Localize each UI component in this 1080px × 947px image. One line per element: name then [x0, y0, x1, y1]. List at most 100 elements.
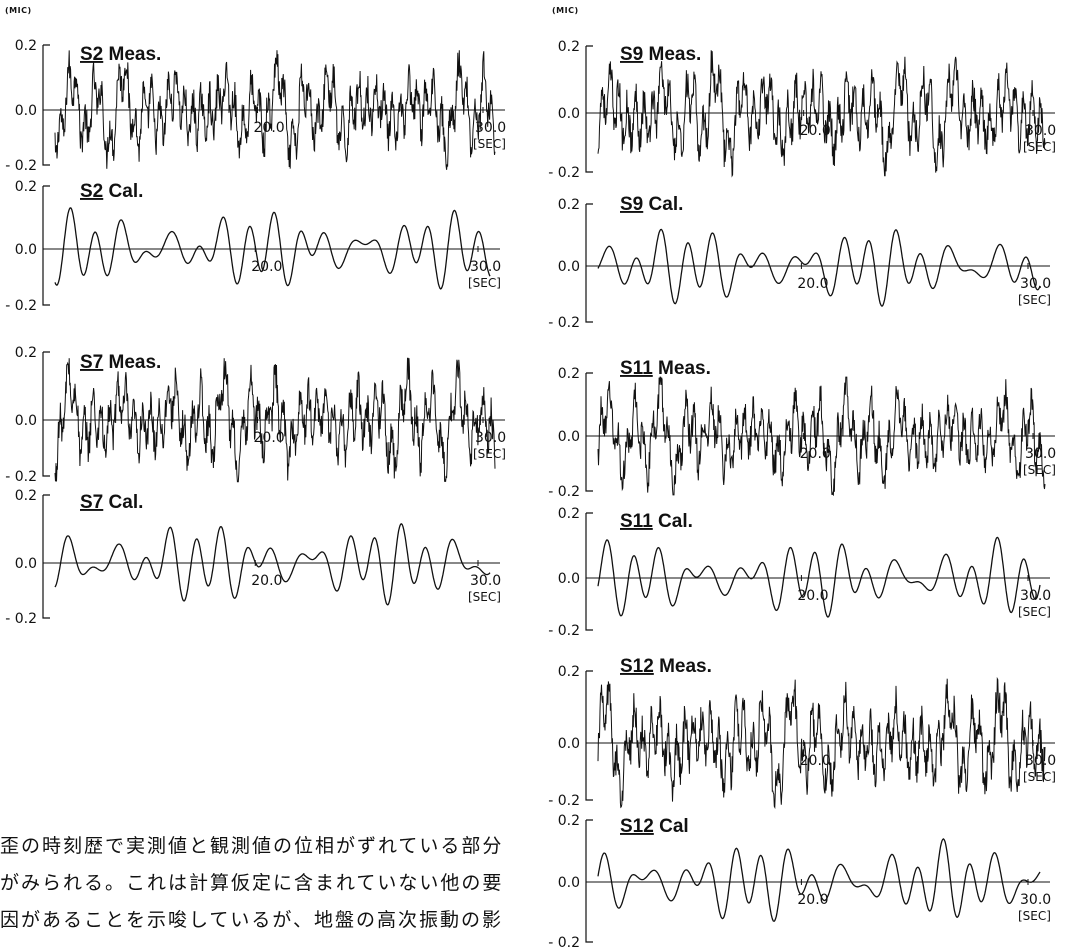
y-axis [586, 46, 593, 172]
panel-title: S11 Meas. [620, 358, 711, 379]
waveform-trace [598, 230, 1040, 307]
panel-s12-cal: S12 Cal [586, 816, 1050, 942]
kind-label: Cal. [103, 492, 143, 513]
x-tick-label: 30.0 [1025, 123, 1056, 139]
station-label: S11 [620, 511, 653, 532]
x-tick-label: 20.0 [251, 259, 282, 275]
x-tick-label: 20.0 [800, 446, 831, 462]
y-tick-label: - 0.2 [5, 469, 37, 485]
panel-title: S12 Meas. [620, 656, 712, 677]
station-label: S7 [80, 492, 103, 513]
kind-label: Cal [654, 816, 689, 837]
panel-title: S2 Cal. [80, 181, 143, 202]
y-tick-label: - 0.2 [5, 158, 37, 174]
kind-label: Cal. [103, 181, 143, 202]
x-tick-label: 20.0 [797, 892, 828, 908]
y-tick-label: 0.0 [558, 875, 580, 891]
x-unit-label: [SEC] [1023, 770, 1056, 784]
y-tick-label: 0.2 [15, 179, 37, 195]
station-label: S2 [80, 44, 103, 65]
panel-s9-meas: S9 Meas. [586, 44, 1055, 176]
y-tick-label: 0.0 [15, 413, 37, 429]
waveform-trace [598, 839, 1040, 921]
panel-title: S12 Cal [620, 816, 689, 837]
panel-title: S9 Meas. [620, 44, 701, 65]
x-tick-label: 30.0 [1020, 588, 1051, 604]
x-tick-label: 20.0 [254, 430, 285, 446]
kind-label: Cal. [643, 194, 683, 215]
station-label: S7 [80, 352, 103, 373]
panel-title: S11 Cal. [620, 511, 693, 532]
panel-s7-meas: S7 Meas. [43, 352, 505, 482]
x-tick-label: 20.0 [254, 120, 285, 136]
kind-label: Meas. [103, 44, 161, 65]
panel-s7-cal: S7 Cal. [43, 492, 500, 618]
station-label: S12 [620, 816, 654, 837]
caption-line-2: がみられる。これは計算仮定に含まれていない他の要 [0, 865, 545, 902]
caption-line-3: 因があることを示唆しているが、地盤の高次振動の影 [0, 902, 545, 939]
x-tick-label: 30.0 [475, 430, 506, 446]
y-axis [43, 186, 50, 305]
x-tick-label: 30.0 [1025, 753, 1056, 769]
panel-s11-meas: S11 Meas. [586, 358, 1055, 495]
y-tick-label: 0.2 [15, 488, 37, 504]
station-label: S2 [80, 181, 103, 202]
y-tick-label: - 0.2 [548, 935, 580, 947]
y-axis [43, 352, 50, 476]
y-tick-label: 0.0 [15, 103, 37, 119]
kind-label: Meas. [653, 358, 711, 379]
x-tick-label: 20.0 [800, 123, 831, 139]
panel-s11-cal: S11 Cal. [586, 511, 1050, 630]
waveform-trace [598, 537, 1040, 617]
y-tick-label: 0.0 [558, 259, 580, 275]
caption-line-1: 歪の時刻歴で実測値と観測値の位相がずれている部分 [0, 828, 545, 865]
y-tick-label: 0.0 [558, 106, 580, 122]
y-tick-label: 0.2 [15, 38, 37, 54]
panel-title: S2 Meas. [80, 44, 161, 65]
x-tick-label: 30.0 [475, 120, 506, 136]
waveform-trace [55, 208, 490, 289]
y-axis [43, 495, 50, 618]
x-unit-label: [SEC] [468, 590, 501, 604]
y-axis [586, 373, 593, 491]
y-tick-label: 0.0 [15, 556, 37, 572]
x-unit-label: [SEC] [1023, 140, 1056, 154]
y-axis [43, 45, 50, 165]
y-tick-label: - 0.2 [548, 793, 580, 809]
station-label: S9 [620, 44, 643, 65]
x-unit-label: [SEC] [1018, 293, 1051, 307]
y-tick-label: - 0.2 [548, 484, 580, 500]
caption-text: 歪の時刻歴で実測値と観測値の位相がずれている部分 がみられる。これは計算仮定に含… [0, 828, 545, 939]
x-tick-label: 30.0 [1020, 276, 1051, 292]
x-tick-label: 20.0 [797, 588, 828, 604]
x-unit-label: [SEC] [1018, 605, 1051, 619]
y-tick-label: 0.2 [558, 664, 580, 680]
x-tick-label: 30.0 [470, 259, 501, 275]
station-label: S9 [620, 194, 643, 215]
y-tick-label: - 0.2 [548, 165, 580, 181]
y-tick-label: 0.2 [558, 197, 580, 213]
panel-s2-cal: S2 Cal. [43, 181, 500, 305]
panel-title: S9 Cal. [620, 194, 683, 215]
y-tick-label: - 0.2 [548, 623, 580, 639]
y-tick-label: - 0.2 [5, 611, 37, 627]
y-tick-label: 0.0 [558, 429, 580, 445]
x-tick-label: 20.0 [797, 276, 828, 292]
y-tick-label: 0.2 [558, 813, 580, 829]
station-label: S12 [620, 656, 654, 677]
kind-label: Meas. [643, 44, 701, 65]
kind-label: Meas. [654, 656, 712, 677]
y-tick-label: - 0.2 [5, 298, 37, 314]
x-tick-label: 30.0 [1025, 446, 1056, 462]
y-axis [586, 513, 593, 630]
x-tick-label: 20.0 [800, 753, 831, 769]
x-unit-label: [SEC] [473, 137, 506, 151]
x-tick-label: 30.0 [470, 573, 501, 589]
x-unit-label: [SEC] [468, 276, 501, 290]
x-tick-label: 30.0 [1020, 892, 1051, 908]
panel-title: S7 Cal. [80, 492, 143, 513]
y-axis [586, 204, 593, 322]
y-axis [586, 671, 593, 800]
kind-label: Meas. [103, 352, 161, 373]
y-tick-label: 0.2 [558, 39, 580, 55]
